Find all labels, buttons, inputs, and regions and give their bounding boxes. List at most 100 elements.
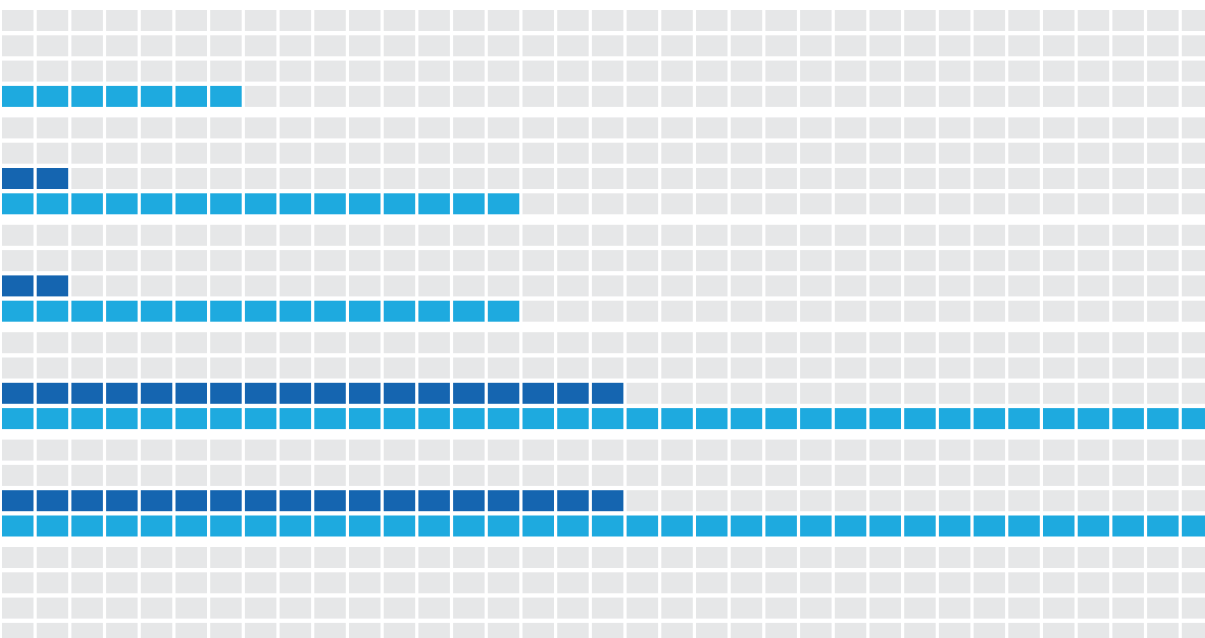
unit-cell [244, 193, 277, 215]
empty-cell [730, 85, 763, 107]
empty-cell [1112, 622, 1144, 638]
empty-cell [730, 10, 763, 31]
unit-cell [2, 490, 34, 512]
empty-cell [626, 572, 659, 594]
empty-cell [140, 275, 173, 297]
unit-cell [661, 515, 693, 537]
unit-cell [1077, 408, 1110, 430]
empty-cell [904, 10, 936, 31]
empty-cell [938, 193, 971, 215]
empty-cell [210, 10, 242, 31]
empty-cell [973, 572, 1006, 594]
empty-cell [140, 117, 173, 139]
empty-cell [522, 464, 554, 486]
empty-cell [834, 490, 867, 512]
empty-cell [626, 168, 659, 189]
empty-cell [1043, 597, 1075, 619]
unit-cell [487, 490, 520, 512]
empty-cell [1147, 439, 1179, 461]
unit-cell [904, 515, 936, 537]
empty-cell [1043, 60, 1075, 82]
empty-cell [730, 490, 763, 512]
unit-cell [383, 300, 416, 322]
unit-cell [522, 382, 554, 404]
empty-cell [210, 547, 242, 568]
empty-cell [279, 464, 312, 486]
unit-cell [1043, 408, 1075, 430]
empty-cell [834, 117, 867, 139]
empty-cell [1008, 60, 1040, 82]
empty-cell [626, 547, 659, 568]
empty-cell [1112, 275, 1144, 297]
empty-cell [349, 622, 381, 638]
empty-cell [765, 597, 797, 619]
empty-cell [661, 193, 693, 215]
empty-cell [661, 464, 693, 486]
empty-cell [800, 357, 832, 379]
empty-cell [244, 357, 277, 379]
empty-cell [834, 300, 867, 322]
empty-cell [696, 547, 728, 568]
empty-cell [904, 572, 936, 594]
empty-cell [1077, 35, 1110, 57]
empty-cell [1147, 142, 1179, 164]
empty-cell [487, 622, 520, 638]
empty-cell [1112, 300, 1144, 322]
empty-cell [904, 168, 936, 189]
empty-cell [626, 10, 659, 31]
empty-cell [210, 142, 242, 164]
empty-cell [71, 142, 103, 164]
empty-cell [349, 10, 381, 31]
empty-cell [765, 622, 797, 638]
empty-cell [418, 117, 450, 139]
empty-cell [696, 193, 728, 215]
empty-cell [175, 224, 207, 246]
empty-cell [765, 332, 797, 354]
empty-cell [522, 142, 554, 164]
empty-cell [140, 10, 173, 31]
empty-cell [869, 572, 901, 594]
empty-cell [904, 464, 936, 486]
empty-cell [730, 250, 763, 272]
empty-cell [279, 357, 312, 379]
unit-cell [349, 300, 381, 322]
empty-cell [1112, 357, 1144, 379]
unit-cell [210, 515, 242, 537]
unit-cell [175, 408, 207, 430]
empty-cell [661, 85, 693, 107]
empty-cell [140, 622, 173, 638]
unit-cell [383, 408, 416, 430]
empty-cell [36, 357, 69, 379]
empty-cell [175, 117, 207, 139]
empty-cell [1077, 357, 1110, 379]
empty-cell [383, 168, 416, 189]
empty-cell [661, 439, 693, 461]
unit-cell [383, 515, 416, 537]
empty-cell [973, 35, 1006, 57]
empty-cell [453, 357, 485, 379]
unit-cell [279, 300, 312, 322]
empty-cell [1147, 547, 1179, 568]
empty-cell [626, 490, 659, 512]
unit-cell [140, 515, 173, 537]
empty-cell [36, 547, 69, 568]
empty-cell [349, 224, 381, 246]
empty-cell [140, 60, 173, 82]
empty-cell [314, 142, 346, 164]
empty-cell [71, 117, 103, 139]
empty-cell [1043, 35, 1075, 57]
empty-cell [1077, 439, 1110, 461]
unit-cell [557, 408, 589, 430]
empty-cell [244, 622, 277, 638]
empty-cell [1181, 382, 1205, 404]
empty-cell [314, 10, 346, 31]
empty-cell [453, 60, 485, 82]
unit-cell [106, 85, 138, 107]
empty-cell [1077, 572, 1110, 594]
empty-cell [453, 35, 485, 57]
empty-cell [418, 332, 450, 354]
empty-cell [522, 60, 554, 82]
empty-cell [973, 193, 1006, 215]
unit-cell [453, 408, 485, 430]
unit-cell [765, 515, 797, 537]
